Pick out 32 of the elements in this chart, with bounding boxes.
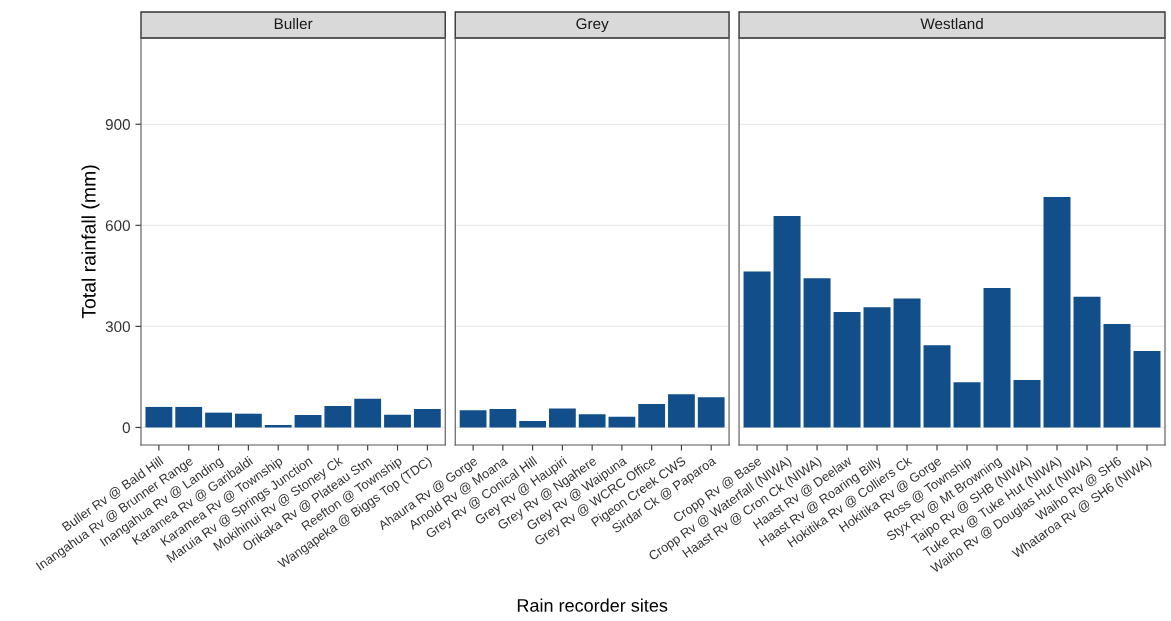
bar <box>1073 296 1101 428</box>
bar <box>608 416 636 428</box>
bar <box>459 410 487 428</box>
bar <box>1103 324 1131 428</box>
bar <box>983 288 1011 428</box>
y-tick-label: 600 <box>105 220 130 232</box>
bar <box>743 271 771 428</box>
bar <box>519 421 547 428</box>
y-axis-title: Total rainfall (mm) <box>81 165 100 319</box>
bar <box>953 382 981 428</box>
bar <box>923 345 951 428</box>
y-tick-label: 900 <box>105 119 130 130</box>
bar <box>1133 351 1161 428</box>
bar <box>1043 197 1071 428</box>
x-axis-title: Rain recorder sites <box>517 598 668 612</box>
chart-title: Buller <box>274 17 313 30</box>
bar <box>803 278 831 428</box>
chart-title: Grey <box>576 18 609 33</box>
bar <box>863 307 891 428</box>
y-tick-label: 300 <box>105 321 130 333</box>
bar <box>638 403 666 428</box>
bar <box>893 298 921 428</box>
bar <box>668 394 695 428</box>
bar <box>833 311 861 428</box>
bar <box>549 408 576 428</box>
bar <box>578 414 606 428</box>
bar <box>773 215 801 428</box>
bar <box>1013 379 1041 428</box>
bar <box>489 408 517 428</box>
chart-title: Westland <box>920 17 983 30</box>
bar <box>697 397 725 428</box>
y-tick-label: 0 <box>122 422 130 434</box>
